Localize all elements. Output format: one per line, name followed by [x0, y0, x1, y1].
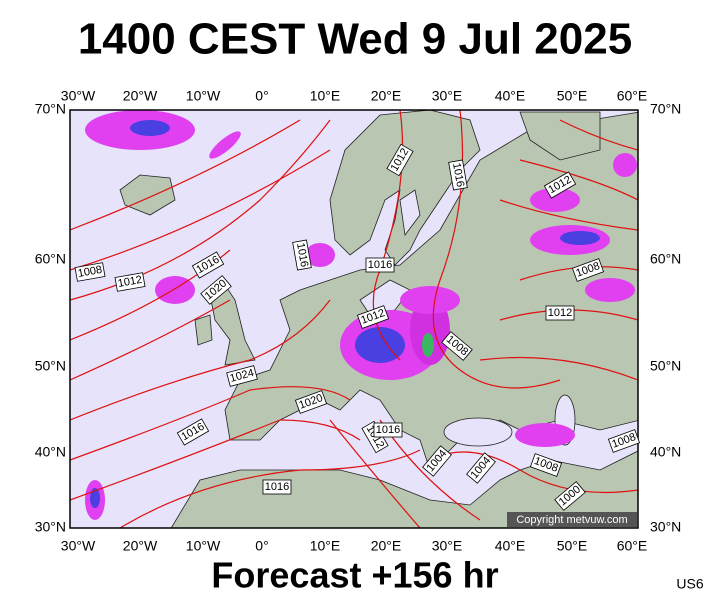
copyright-box	[507, 512, 637, 527]
forecast-label: Forecast +156 hr	[211, 555, 498, 596]
isobar-label-box	[607, 429, 641, 453]
isobar-label-box	[448, 159, 468, 191]
lat-label-left: 70°N	[35, 101, 66, 117]
isobar-label-box	[543, 171, 577, 199]
isobar-label-box	[226, 365, 258, 387]
isobar-label-box	[545, 305, 575, 321]
lon-label-top: 30°E	[432, 88, 463, 104]
isobar-label-box	[176, 418, 210, 446]
lon-label-bottom: 30°W	[61, 538, 96, 554]
isobar-label-text: 1008	[77, 264, 103, 280]
lat-label-right: 30°N	[650, 519, 681, 535]
isobar-label-box	[365, 257, 395, 273]
isobar-label-box	[356, 305, 390, 329]
lat-label-right: 60°N	[650, 251, 681, 267]
isobar-label: 1008	[441, 331, 473, 361]
isobar-label-box	[191, 251, 225, 279]
lon-label-bottom: 50°E	[557, 538, 588, 554]
isobar-label-text: 1016	[376, 424, 400, 436]
labels: 30°W 30°W 20°W 20°W 10°W 10°W 0° 0° 10°E 10°E 20°E…	[35, 88, 682, 554]
isobar-label-box	[441, 331, 473, 361]
lon-label-top: 30°W	[61, 88, 96, 104]
map-area	[70, 110, 638, 528]
isobars	[70, 110, 638, 528]
lat-label-left: 50°N	[35, 358, 66, 374]
copyright: Copyright metvuw.com	[516, 514, 627, 526]
isobar-label: 1016	[292, 239, 312, 271]
isobar-label-box	[571, 258, 605, 282]
lon-label-top: 60°E	[617, 88, 648, 104]
lon-label-bottom: 10°E	[310, 538, 341, 554]
isobar-label-box	[554, 481, 586, 511]
inland-seas	[359, 189, 576, 447]
lat-label-left: 40°N	[35, 444, 66, 460]
map-frame	[69, 109, 639, 529]
isobar-label-box	[262, 479, 292, 495]
isobar-label-text: 1016	[265, 481, 289, 493]
lon-label-top: 20°W	[123, 88, 158, 104]
lat-label-right: 70°N	[650, 101, 681, 117]
lon-label-bottom: 60°E	[617, 538, 648, 554]
title: 1400 CEST Wed 9 Jul 2025	[78, 15, 632, 64]
isobar-label-box	[200, 275, 232, 305]
isobar-label-text: 1012	[548, 307, 572, 319]
lon-label-top: 0°	[255, 88, 268, 104]
lon-label-bottom: 20°E	[371, 538, 402, 554]
lon-label-bottom: 0°	[255, 538, 268, 554]
isobar-label-text: 1012	[117, 274, 143, 290]
isobar-label-box	[373, 422, 403, 438]
isobar-label: 1008	[529, 453, 563, 477]
isobar-label: 1016	[448, 159, 468, 191]
isobar-label: 1024	[226, 365, 258, 387]
isobar-label: 1016	[262, 479, 292, 495]
isobar-label-box	[422, 445, 452, 477]
isobar-label-box	[466, 452, 496, 484]
isobar-label-text: 1016	[294, 242, 310, 268]
lon-label-bottom: 10°W	[186, 538, 221, 554]
lon-label-top: 40°E	[495, 88, 526, 104]
lon-label-bottom: 30°E	[432, 538, 463, 554]
lon-label-bottom: 40°E	[495, 538, 526, 554]
isobar-label: 1008	[571, 258, 605, 282]
isobar-label: 1008	[607, 429, 641, 453]
lat-label-left: 30°N	[35, 519, 66, 535]
isobar-label-box	[294, 390, 328, 414]
isobar-label-box	[114, 272, 146, 292]
model-code: US6	[676, 576, 703, 592]
isobar-label: 1012	[545, 305, 575, 321]
isobar-label-box	[74, 262, 106, 282]
lat-label-left: 60°N	[35, 251, 66, 267]
isobar-label-box	[386, 143, 414, 177]
lat-label-right: 50°N	[650, 358, 681, 374]
lon-label-top: 20°E	[371, 88, 402, 104]
isobar-label-box	[292, 239, 312, 271]
isobar-label: 1008	[74, 262, 106, 282]
isobar-label-box	[529, 453, 563, 477]
isobar-label: 1016	[373, 422, 403, 438]
isobar-label-text: 1016	[368, 259, 392, 271]
isobar-label: 1012	[114, 272, 146, 292]
isobar-label: 1016	[365, 257, 395, 273]
isobar-label: 1020	[294, 390, 328, 414]
isobar-label: 1012	[356, 305, 390, 329]
lat-label-right: 40°N	[650, 444, 681, 460]
lon-label-top: 10°E	[310, 88, 341, 104]
lon-label-top: 50°E	[557, 88, 588, 104]
lon-label-bottom: 20°W	[123, 538, 158, 554]
isobar-label-text: 1016	[450, 162, 466, 188]
lon-label-top: 10°W	[186, 88, 221, 104]
